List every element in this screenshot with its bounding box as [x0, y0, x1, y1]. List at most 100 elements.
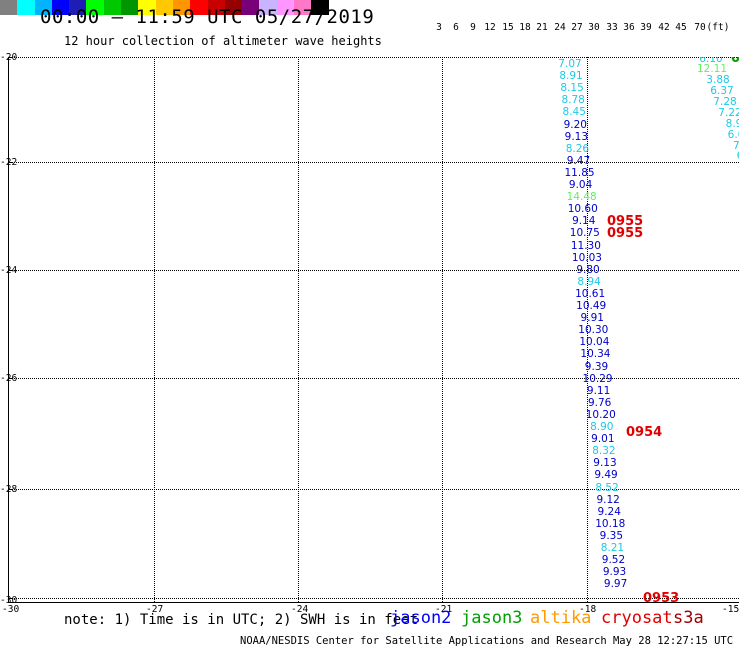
wave-height-value: 8.32 [592, 445, 616, 458]
wave-height-value: 9.11 [586, 384, 611, 397]
legend-swatch [121, 0, 139, 15]
wave-height-value: 9.76 [587, 396, 612, 409]
legend-label: 39 [640, 22, 652, 33]
wave-height-value: 8.91 [559, 70, 583, 83]
legend-unit: (ft) [706, 22, 730, 33]
plot-area: 7.07 8.91 8.15 8.78 8.45 9.20 9.13 8.26 9.47 11.8… [8, 57, 739, 603]
legend-swatch [172, 0, 191, 15]
y-tick-label: -26 [0, 373, 18, 384]
x-tick-label: -21 [435, 604, 453, 615]
latitude-gridline [9, 162, 739, 163]
latitude-gridline [9, 378, 739, 379]
wave-height-value: 8.9 [725, 118, 739, 130]
legend-label: 21 [536, 22, 548, 33]
wave-height-value: 9.91 [580, 312, 604, 325]
wave-height-value: 10.49 [576, 300, 607, 312]
longitude-gridline [154, 57, 155, 602]
wave-height-value: 9.13 [564, 130, 589, 143]
wave-height-value: 12.11 [696, 63, 728, 75]
legend-swatch [311, 0, 329, 15]
legend-label: 45 [675, 22, 687, 33]
wave-height-value: 8.45 [562, 106, 586, 119]
legend-label: 42 [658, 22, 670, 33]
pass-time-label: 0955 [607, 226, 644, 241]
wave-height-value: 8.78 [561, 94, 585, 107]
y-tick-label: -20 [0, 52, 18, 63]
wave-height-value: 6 [737, 151, 739, 162]
wave-height-value: 9.04 [568, 179, 593, 191]
wave-height-value: 9.39 [584, 360, 609, 373]
wave-height-value: 10.29 [582, 372, 613, 385]
legend-swatch [0, 0, 18, 15]
wave-height-value: 10.18 [595, 517, 626, 530]
map-subtitle: 12 hour collection of altimeter wave hei… [64, 34, 382, 48]
latitude-gridline [9, 489, 739, 490]
y-tick-label: -30 [0, 595, 18, 606]
wave-height-value: 7. [733, 141, 739, 152]
x-tick-label: -15 [722, 604, 740, 615]
legend-swatch [259, 0, 277, 15]
legend-label: 24 [554, 22, 566, 33]
legend-label: 18 [519, 22, 531, 33]
y-tick-label: -28 [0, 484, 18, 495]
y-tick-mark [9, 378, 13, 379]
pass-time-label: 0954 [626, 425, 663, 440]
y-tick-mark [9, 489, 13, 490]
wave-height-value: 14.48 [566, 191, 597, 204]
legend-label: 30 [588, 22, 600, 33]
wave-height-value: 10.75 [569, 227, 600, 240]
y-tick-label: -22 [0, 157, 18, 168]
wave-height-value: 8.90 [590, 421, 614, 433]
wave-height-value: 11.85 [564, 166, 595, 179]
wave-height-value: 8.52 [595, 481, 619, 494]
latitude-gridline [9, 270, 739, 271]
legend-label: 70 [694, 22, 706, 33]
legend-swatch [294, 0, 312, 15]
satellite-s3a-label: s3a [673, 608, 704, 628]
x-tick-label: -30 [2, 604, 20, 615]
wave-height-value: 10.03 [571, 251, 602, 264]
color-legend [0, 0, 740, 15]
wave-height-value: 10.34 [580, 348, 611, 361]
legend-swatch [17, 0, 35, 15]
wave-height-value: 6.37 [710, 85, 734, 97]
y-tick-mark [9, 598, 13, 599]
wave-height-value: 8.21 [600, 542, 625, 554]
wave-height-value: 3.88 [706, 74, 730, 86]
edge-mark: 0 [731, 57, 739, 65]
y-tick-label: -24 [0, 265, 18, 276]
wave-height-value: 9.20 [563, 118, 587, 131]
x-tick-label: -27 [146, 604, 164, 615]
legend-label: 33 [606, 22, 618, 33]
wave-height-value: 10.04 [579, 336, 610, 349]
legend-swatch [138, 0, 156, 15]
units-note: note: 1) Time is in UTC; 2) SWH is in fe… [64, 612, 419, 628]
x-tick-label: -24 [291, 604, 309, 615]
legend-swatch [51, 0, 70, 15]
wave-height-value: 9.01 [591, 433, 615, 446]
x-tick-label: -18 [579, 604, 597, 615]
legend-label: 12 [484, 22, 496, 33]
latitude-gridline [9, 598, 739, 599]
wave-height-value: 9.14 [572, 215, 596, 228]
wave-height-value: 11.30 [570, 239, 601, 252]
longitude-gridline [442, 57, 443, 602]
legend-swatch [103, 0, 122, 15]
wave-height-value: 9.49 [594, 469, 618, 482]
legend-swatch [207, 0, 225, 15]
wave-height-value: 9.13 [593, 457, 617, 470]
wave-height-value: 9.80 [576, 263, 600, 276]
wave-height-value: 9.35 [599, 529, 624, 542]
wave-height-value: 6.6 [727, 129, 739, 141]
wave-height-value: 9.24 [597, 505, 621, 518]
legend-swatch [69, 0, 87, 15]
legend-swatch [224, 0, 243, 15]
wave-height-value: 8.15 [560, 82, 584, 95]
y-tick-mark [9, 162, 13, 163]
wave-height-value: 7.28 [713, 96, 737, 108]
map-title: 00:00 – 11:59 UTC 05/27/2019 [40, 6, 375, 28]
wave-height-value: 9.97 [603, 578, 628, 591]
wave-height-value: 9.12 [596, 493, 620, 506]
legend-label: 6 [453, 22, 459, 33]
y-tick-mark [9, 270, 13, 271]
